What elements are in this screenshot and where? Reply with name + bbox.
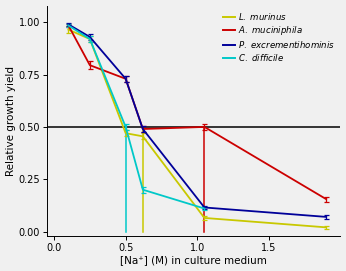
Legend: $\it{L.}$ $\it{murinus}$, $\it{A.}$ $\it{muciniphila}$, $\it{P.}$ $\it{excrement: $\it{L.}$ $\it{murinus}$, $\it{A.}$ $\it… <box>222 10 336 64</box>
Y-axis label: Relative growth yield: Relative growth yield <box>6 66 16 176</box>
X-axis label: [Na⁺] (M) in culture medium: [Na⁺] (M) in culture medium <box>120 256 267 265</box>
